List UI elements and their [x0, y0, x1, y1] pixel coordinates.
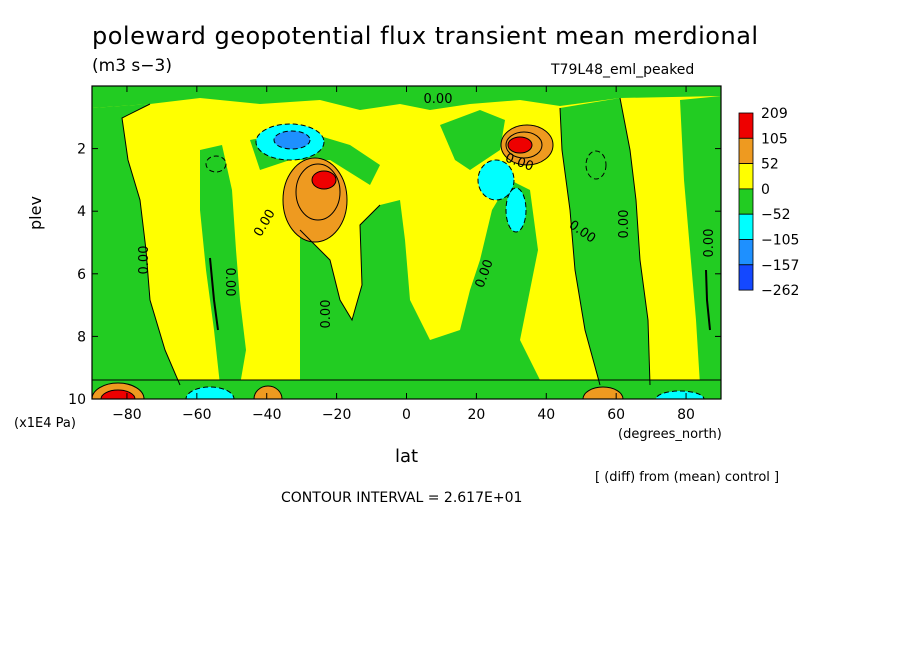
- x-tick-label: 60: [607, 407, 625, 423]
- contour-label: 0.00: [137, 246, 152, 275]
- contour-label: 0.00: [319, 300, 334, 329]
- field-neg-left: [92, 104, 180, 385]
- chart-units: (m3 s−3): [92, 56, 172, 76]
- pos-core-30n-peak: [508, 137, 532, 153]
- colorbar-label: 52: [761, 157, 779, 173]
- contour-label: 0.00: [702, 229, 717, 258]
- diff-note: [ (diff) from (mean) control ]: [595, 470, 780, 485]
- colorbar-swatch: [738, 264, 754, 291]
- colorbar-label: 0: [761, 182, 770, 198]
- colorbar-label: 105: [761, 131, 788, 147]
- neg-core-25n-b: [506, 188, 526, 232]
- x-tick-label: −40: [252, 407, 282, 423]
- field-neg-mid: [300, 180, 560, 385]
- x-axis: −80 −60 −40 −20 0 20 40 60 80: [112, 86, 695, 423]
- negative-contours: [185, 123, 705, 399]
- field-neg-top: [92, 86, 721, 110]
- neg-bottom-55s: [186, 387, 234, 399]
- neg-core-30s-deep: [274, 131, 310, 149]
- pos-bottom-40s: [254, 386, 282, 399]
- colorbar-swatch: [738, 163, 754, 190]
- pos-bottom-55n: [583, 387, 623, 399]
- x-axis-label: lat: [395, 446, 419, 467]
- x-axis-unit: (degrees_north): [618, 427, 722, 442]
- x-tick-label: 0: [402, 407, 411, 423]
- field-neg-band-60: [200, 145, 246, 385]
- colorbar-swatch: [738, 239, 754, 266]
- colorbar-label: −157: [761, 258, 799, 274]
- contour-lines: [92, 97, 721, 399]
- neg-core-25n: [478, 160, 514, 200]
- chart-title: poleward geopotential flux transient mea…: [92, 22, 759, 50]
- y-axis-unit: (x1E4 Pa): [14, 416, 76, 431]
- colorbar-label: −52: [761, 207, 791, 223]
- colorbar: 209 105 52 0 −52 −105 −157 −262: [738, 106, 799, 299]
- x-tick-label: 40: [537, 407, 555, 423]
- contour-fill: [92, 86, 721, 399]
- x-tick-label: 20: [467, 407, 485, 423]
- y-tick-label: 2: [77, 142, 86, 158]
- colorbar-swatch: [738, 112, 754, 139]
- contour-label: 0.00: [617, 210, 632, 239]
- field-neg-far-right: [680, 96, 721, 385]
- neg-bottom-70n: [656, 391, 704, 399]
- x-tick-label: −20: [322, 407, 352, 423]
- contour-label: 0.00: [424, 92, 453, 107]
- field-neg-upper-right: [440, 110, 505, 170]
- y-axis: 2 4 6 8 10: [68, 142, 721, 408]
- x-tick-label: −60: [182, 407, 212, 423]
- colorbar-label: −262: [761, 283, 799, 299]
- colorbar-swatch: [738, 188, 754, 215]
- y-tick-label: 8: [77, 329, 86, 345]
- pos-core-20s-peak: [312, 171, 336, 189]
- x-tick-label: 80: [677, 407, 695, 423]
- colorbar-label: 209: [761, 106, 788, 122]
- colorbar-swatch: [738, 137, 754, 165]
- contour-label: 0.00: [222, 268, 237, 297]
- experiment-label: T79L48_eml_peaked: [551, 62, 695, 78]
- colorbar-label: −105: [761, 233, 799, 249]
- field-neg-bottom: [92, 380, 721, 399]
- contour-interval: CONTOUR INTERVAL = 2.617E+01: [281, 490, 523, 506]
- y-tick-label: 10: [68, 392, 86, 408]
- colorbar-swatch: [738, 213, 754, 240]
- y-tick-label: 6: [77, 267, 86, 283]
- y-tick-label: 4: [77, 204, 86, 220]
- x-tick-label: −80: [112, 407, 142, 423]
